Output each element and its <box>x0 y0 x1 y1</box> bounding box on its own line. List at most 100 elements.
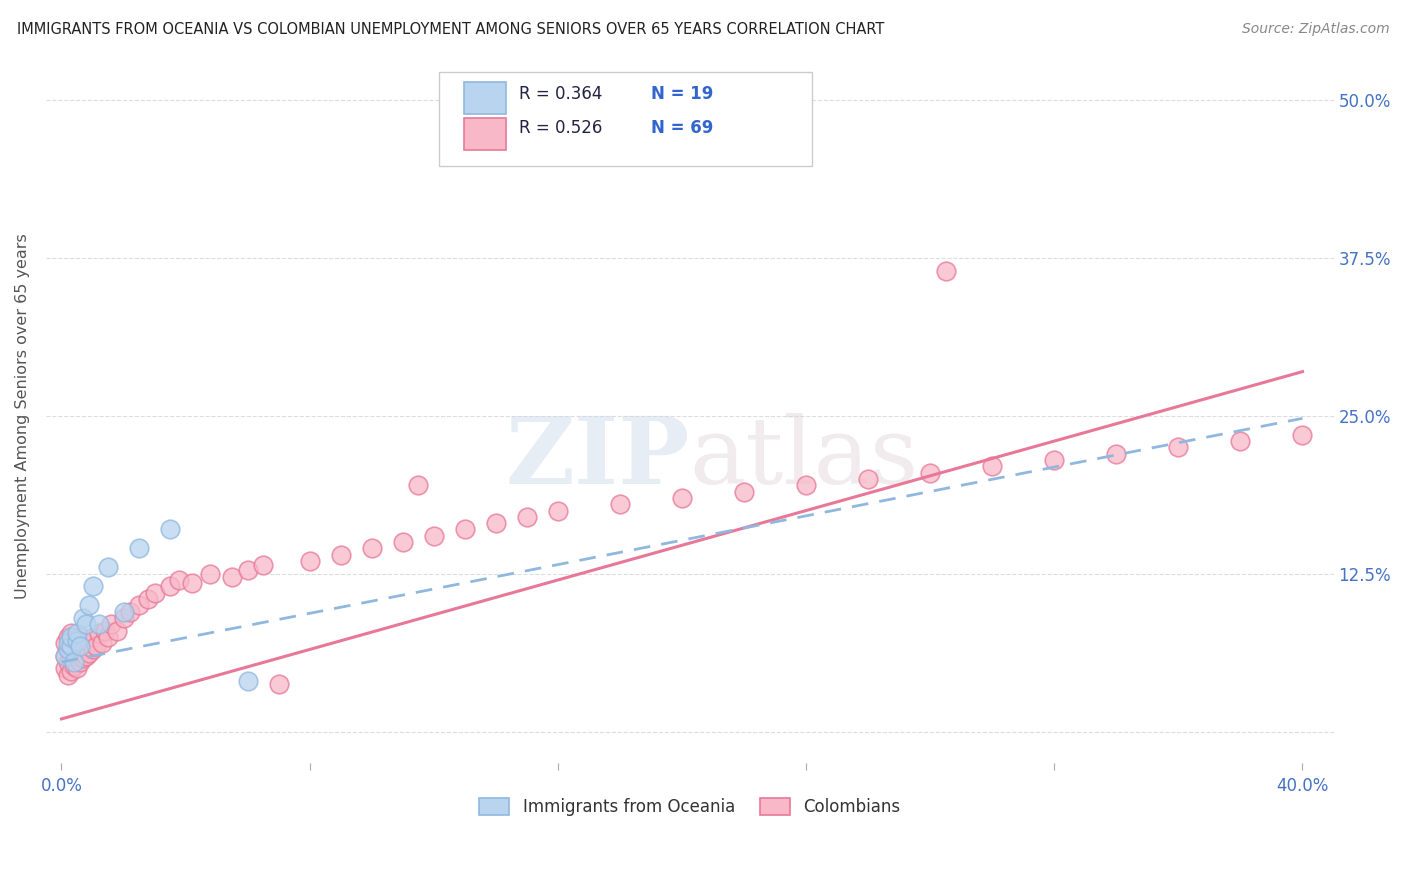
FancyBboxPatch shape <box>439 72 813 166</box>
Point <box>1229 434 1251 448</box>
Point <box>516 509 538 524</box>
Point <box>118 605 141 619</box>
Point <box>97 560 120 574</box>
Point <box>128 541 150 556</box>
Point <box>63 655 86 669</box>
Point <box>112 611 135 625</box>
Point <box>90 636 112 650</box>
Point <box>406 478 429 492</box>
Point <box>56 630 79 644</box>
Point <box>200 566 222 581</box>
Point <box>63 659 86 673</box>
Point <box>94 624 117 638</box>
Point <box>454 144 477 158</box>
Point <box>84 639 107 653</box>
Point <box>97 630 120 644</box>
Point <box>72 611 94 625</box>
Text: R = 0.364: R = 0.364 <box>519 86 602 103</box>
Point <box>66 636 89 650</box>
Point <box>112 605 135 619</box>
Point <box>56 642 79 657</box>
Point <box>236 673 259 688</box>
Point <box>87 626 110 640</box>
Point <box>59 639 82 653</box>
Point <box>1291 427 1313 442</box>
Point <box>454 523 477 537</box>
Point <box>1043 453 1066 467</box>
Text: N = 69: N = 69 <box>651 119 713 136</box>
Point <box>252 558 274 572</box>
Point <box>105 624 128 638</box>
Point <box>56 667 79 681</box>
FancyBboxPatch shape <box>464 82 506 113</box>
Point <box>143 585 166 599</box>
Point <box>138 591 160 606</box>
Point <box>66 648 89 663</box>
Text: N = 19: N = 19 <box>651 86 713 103</box>
Point <box>53 648 76 663</box>
Point <box>82 642 104 657</box>
Point <box>69 639 91 653</box>
Point <box>169 573 191 587</box>
Point <box>180 575 202 590</box>
Point <box>53 648 76 663</box>
Point <box>79 646 101 660</box>
Point <box>63 646 86 660</box>
Point <box>221 570 243 584</box>
Point <box>75 617 97 632</box>
Point <box>79 633 101 648</box>
Point <box>794 478 817 492</box>
Point <box>391 535 413 549</box>
Point <box>72 639 94 653</box>
Point <box>329 548 352 562</box>
Point <box>671 491 693 505</box>
Point <box>56 655 79 669</box>
Text: Source: ZipAtlas.com: Source: ZipAtlas.com <box>1241 22 1389 37</box>
Point <box>298 554 321 568</box>
Point <box>423 529 446 543</box>
Point <box>1167 441 1189 455</box>
Text: atlas: atlas <box>690 412 920 502</box>
Point <box>66 633 89 648</box>
Point <box>69 630 91 644</box>
Point <box>159 523 181 537</box>
Point <box>360 541 382 556</box>
Point <box>733 484 755 499</box>
Text: ZIP: ZIP <box>506 412 690 502</box>
Point <box>66 626 89 640</box>
Point <box>63 633 86 648</box>
Point <box>87 617 110 632</box>
Point <box>128 599 150 613</box>
Point <box>82 630 104 644</box>
Point <box>66 661 89 675</box>
Point <box>59 630 82 644</box>
Point <box>69 642 91 657</box>
Point <box>75 636 97 650</box>
Text: IMMIGRANTS FROM OCEANIA VS COLOMBIAN UNEMPLOYMENT AMONG SENIORS OVER 65 YEARS CO: IMMIGRANTS FROM OCEANIA VS COLOMBIAN UNE… <box>17 22 884 37</box>
Point <box>53 636 76 650</box>
Text: R = 0.526: R = 0.526 <box>519 119 602 136</box>
Point <box>59 639 82 653</box>
Point <box>856 472 879 486</box>
Point <box>485 516 508 531</box>
Point <box>59 651 82 665</box>
Point <box>69 655 91 669</box>
Point <box>609 497 631 511</box>
Y-axis label: Unemployment Among Seniors over 65 years: Unemployment Among Seniors over 65 years <box>15 233 30 599</box>
Point <box>82 579 104 593</box>
Point <box>236 563 259 577</box>
Point <box>79 599 101 613</box>
FancyBboxPatch shape <box>464 118 506 150</box>
Point <box>981 459 1004 474</box>
Point <box>72 651 94 665</box>
Point <box>159 579 181 593</box>
Point <box>56 636 79 650</box>
Point <box>100 617 122 632</box>
Point <box>935 263 957 277</box>
Point <box>1105 447 1128 461</box>
Point <box>59 664 82 678</box>
Legend: Immigrants from Oceania, Colombians: Immigrants from Oceania, Colombians <box>471 789 908 824</box>
Point <box>59 626 82 640</box>
Point <box>547 503 569 517</box>
Point <box>920 466 942 480</box>
